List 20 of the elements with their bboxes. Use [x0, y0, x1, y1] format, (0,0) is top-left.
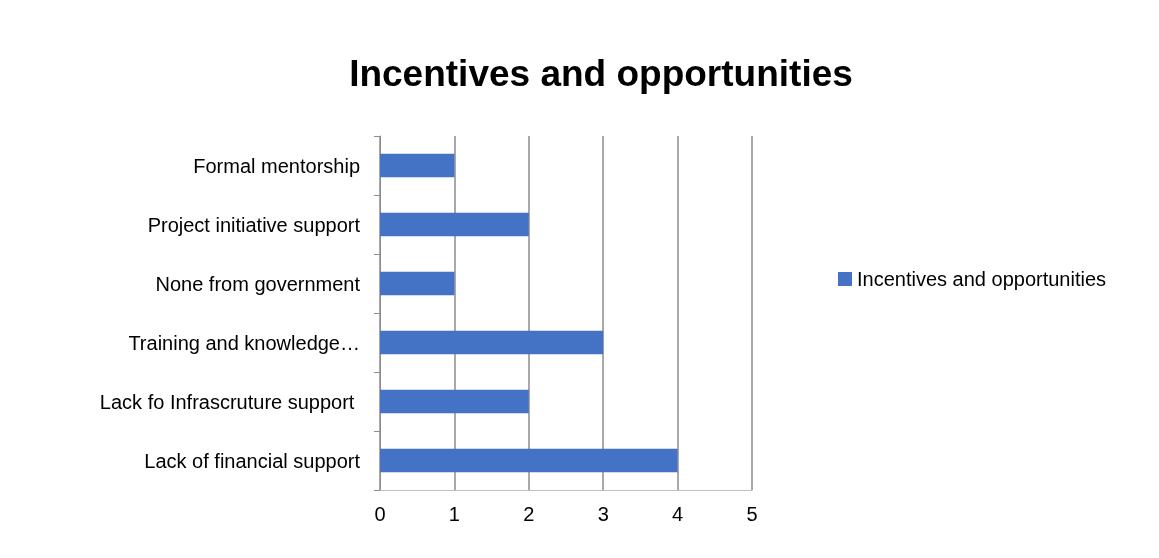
x-tick-label: 1	[448, 503, 460, 525]
bar	[380, 212, 529, 237]
bar	[380, 448, 678, 473]
bar	[380, 330, 604, 355]
y-tick-label: Lack fo Infrascruture support	[99, 390, 360, 413]
bar	[380, 153, 455, 178]
chart-title: Incentives and opportunities	[349, 53, 853, 94]
x-tick-label: 4	[672, 503, 684, 525]
y-tick-label: Project initiative support	[147, 213, 361, 236]
y-tick-label: Training and knowledge…	[128, 331, 360, 354]
x-tick-label: 3	[597, 503, 609, 525]
bar	[380, 271, 455, 296]
legend-label: Incentives and opportunities	[857, 268, 1107, 290]
y-tick-label: Formal mentorship	[193, 154, 360, 177]
x-tick-label: 5	[746, 503, 758, 525]
y-tick-label: Lack of financial support	[144, 449, 361, 472]
y-tick-label: None from government	[155, 272, 361, 295]
x-tick-label: 2	[523, 503, 535, 525]
x-tick-label: 0	[374, 503, 386, 525]
bar	[380, 389, 529, 414]
